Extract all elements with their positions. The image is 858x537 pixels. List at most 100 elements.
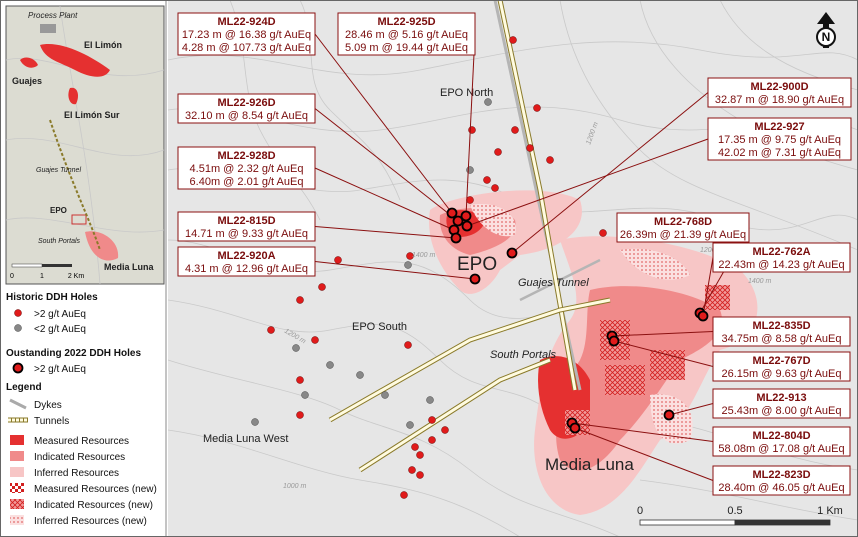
legend-item: Measured Resources (new) [34, 484, 157, 495]
historic-hole-low [484, 98, 492, 106]
callout-line: 4.51m @ 2.32 g/t AuEq [190, 163, 304, 175]
historic-hole-high [296, 411, 304, 419]
historic-hole-high [267, 326, 275, 334]
leader-line [702, 257, 714, 317]
callout-title: ML22-900D [750, 81, 808, 93]
callout-box [707, 117, 852, 161]
callout-line: 25.43m @ 8.00 g/t AuEq [721, 405, 841, 417]
inset-scale: 1 [40, 273, 44, 280]
inset-label: South Portals [38, 238, 81, 245]
inset-label: Guajes Tunnel [36, 167, 81, 174]
inset-scale: 0 [10, 273, 14, 280]
callout-line: 6.40m @ 2.01 g/t AuEq [190, 176, 304, 188]
new-hole [461, 220, 473, 232]
historic-hole-high [526, 144, 534, 152]
callout-title: ML22-924D [217, 16, 275, 28]
area-label: EPO North [440, 87, 493, 99]
north-label: N [822, 30, 831, 44]
callout-box [177, 246, 316, 277]
callout-box [337, 12, 476, 56]
callout-title: ML22-913 [756, 392, 806, 404]
leader-line [314, 108, 459, 222]
historic-hole-high [296, 376, 304, 384]
dykes-tunnels [328, 0, 611, 473]
callout-box [177, 93, 316, 124]
legend-item: >2 g/t AuEq [34, 309, 86, 320]
historic-hole-high [334, 256, 342, 264]
historic-hole-low [404, 261, 412, 269]
historic-hole-high [416, 471, 424, 479]
legend-item: Inferred Resources [34, 468, 119, 479]
callout-box [712, 351, 851, 382]
callout-line: 32.10 m @ 8.54 g/t AuEq [185, 110, 308, 122]
callout-box [712, 465, 851, 496]
legend-heading: Historic DDH Holes [6, 292, 98, 303]
historic-hole-high [599, 229, 607, 237]
callout-title: ML22-768D [654, 216, 712, 228]
inset-label: Media Luna [104, 262, 154, 272]
leader-line [314, 226, 457, 239]
callout-line: 26.15m @ 9.63 g/t AuEq [721, 368, 841, 380]
scale-label: 1 Km [817, 505, 843, 517]
historic-hole-low [326, 361, 334, 369]
historic-hole-high [546, 156, 554, 164]
inset-map: Process Plant El Limón Guajes El Limón S… [5, 5, 165, 285]
new-hole [469, 273, 481, 285]
historic-hole-high [494, 148, 502, 156]
callout-title: ML22-815D [217, 215, 275, 227]
historic-hole-high [311, 336, 319, 344]
scale-label: 0.5 [727, 505, 742, 517]
callout-line: 17.23 m @ 16.38 g/t AuEq [182, 29, 311, 41]
historic-hole-high [400, 491, 408, 499]
callout-box [712, 426, 851, 457]
leader-line [465, 33, 476, 217]
callout-line: 28.40m @ 46.05 g/t AuEq [718, 482, 844, 494]
contour-label: 1200 m [700, 247, 724, 254]
new-holes [446, 207, 709, 434]
historic-hole-high [491, 184, 499, 192]
contour-label: 1400 m [748, 278, 772, 285]
historic-hole-high [511, 126, 519, 134]
area-label: EPO South [352, 321, 407, 333]
historic-hole-high [406, 252, 414, 260]
callout-title: ML22-804D [752, 430, 810, 442]
inset-scale: 2 Km [68, 273, 85, 280]
historic-hole-low [292, 344, 300, 352]
leader-line [613, 340, 714, 367]
callout-line: 42.02 m @ 7.31 g/t AuEq [718, 147, 841, 159]
callout-line: 14.71 m @ 9.33 g/t AuEq [185, 228, 308, 240]
inset-label: Process Plant [28, 11, 78, 20]
legend-item: Inferred Resources (new) [34, 516, 147, 527]
callout-title: ML22-927 [754, 121, 804, 133]
historic-hole-low [301, 391, 309, 399]
callout-box [177, 146, 316, 190]
historic-hole-high [416, 451, 424, 459]
callout-line: 4.31 m @ 12.96 g/t AuEq [185, 263, 308, 275]
new-hole [450, 232, 462, 244]
callout-line: 4.28 m @ 107.73 g/t AuEq [182, 42, 311, 54]
historic-hole-high [428, 436, 436, 444]
historic-hole-high [441, 426, 449, 434]
leader-line [314, 261, 476, 280]
callout-line: 26.39m @ 21.39 g/t AuEq [620, 229, 746, 241]
callout-line: 34.75m @ 8.58 g/t AuEq [721, 333, 841, 345]
callout-title: ML22-928D [217, 150, 275, 162]
historic-hole-high [468, 126, 476, 134]
callout-line: 22.43m @ 14.23 g/t AuEq [718, 259, 844, 271]
new-hole [569, 422, 581, 434]
callout-box [177, 211, 316, 242]
new-hole [506, 247, 518, 259]
legend-item: Indicated Resources [34, 452, 125, 463]
historic-hole-high [411, 443, 419, 451]
area-label: Guajes Tunnel [518, 277, 589, 289]
callout-title: ML22-920A [217, 250, 275, 262]
north-arrow: N [816, 12, 836, 48]
callout-title: ML22-926D [217, 97, 275, 109]
historic-hole-high [296, 296, 304, 304]
historic-hole-high [483, 176, 491, 184]
leader-line [466, 138, 709, 227]
legend: Historic DDH Holes >2 g/t AuEq <2 g/t Au… [6, 0, 167, 537]
contour-label: 1400 m [412, 252, 436, 259]
new-hole [697, 310, 709, 322]
